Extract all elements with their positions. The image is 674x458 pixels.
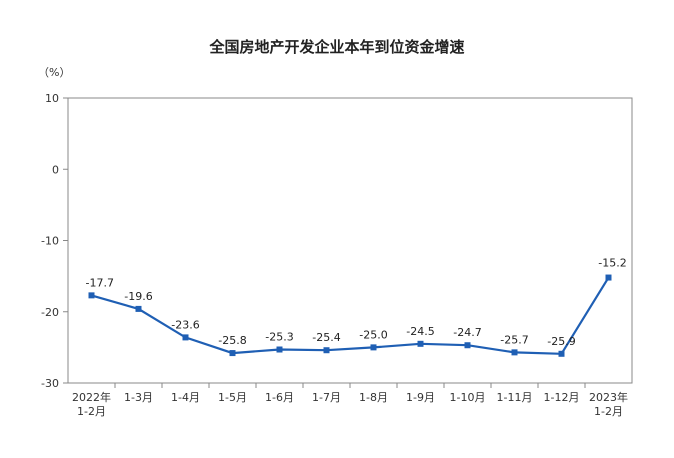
data-label: -25.0 [359,328,387,341]
data-point-marker [182,334,189,341]
data-point-marker [558,350,565,357]
x-tick-label: 1-4月 [171,391,200,404]
data-label: -25.4 [312,331,340,344]
data-point-marker [511,349,518,356]
x-tick-label: 1-7月 [312,391,341,404]
x-tick-label: 1-9月 [406,391,435,404]
data-point-marker [229,350,236,357]
data-point-marker [605,274,612,281]
data-point-marker [464,342,471,349]
data-label: -25.7 [500,333,528,346]
series-line [91,277,610,355]
y-tick-label: -10 [41,235,59,248]
data-label: -19.6 [124,290,152,303]
x-tick-label: 1-6月 [265,391,294,404]
data-label: -24.7 [453,326,481,339]
y-tick-label: -30 [41,377,59,390]
x-tick-label: 1-2月 [594,405,623,418]
data-label: -25.8 [218,334,246,347]
y-tick-label: 10 [45,92,59,105]
data-point-marker [323,347,330,354]
data-label: -23.6 [171,318,199,331]
data-label: -25.9 [547,335,575,348]
x-tick-label: 1-12月 [544,391,580,404]
data-label: -25.3 [265,331,293,344]
data-point-marker [135,305,142,312]
x-tick-label: 2022年 [72,390,111,404]
x-tick-label: 1-5月 [218,391,247,404]
x-tick-label: 1-2月 [77,405,106,418]
x-tick-label: 1-10月 [450,391,486,404]
data-point-marker [276,346,283,353]
y-axis-unit-label: （%） [38,66,71,79]
data-point-marker [370,344,377,351]
chart-title: 全国房地产开发企业本年到位资金增速 [209,38,465,56]
data-point-marker [88,292,95,299]
y-tick-label: -20 [41,306,59,319]
x-tick-label: 1-3月 [124,391,153,404]
x-tick-label: 1-8月 [359,391,388,404]
data-label: -15.2 [598,257,626,270]
x-tick-label: 1-11月 [497,391,533,404]
data-point-marker [417,340,424,347]
y-tick-label: 0 [52,163,59,176]
x-tick-label: 2023年 [589,390,628,404]
data-label: -17.7 [86,276,114,289]
data-label: -24.5 [406,325,434,338]
